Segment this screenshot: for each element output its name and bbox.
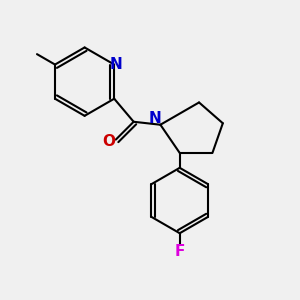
Text: F: F xyxy=(175,244,185,259)
Text: N: N xyxy=(149,111,161,126)
Text: N: N xyxy=(109,57,122,72)
Text: O: O xyxy=(102,134,115,149)
